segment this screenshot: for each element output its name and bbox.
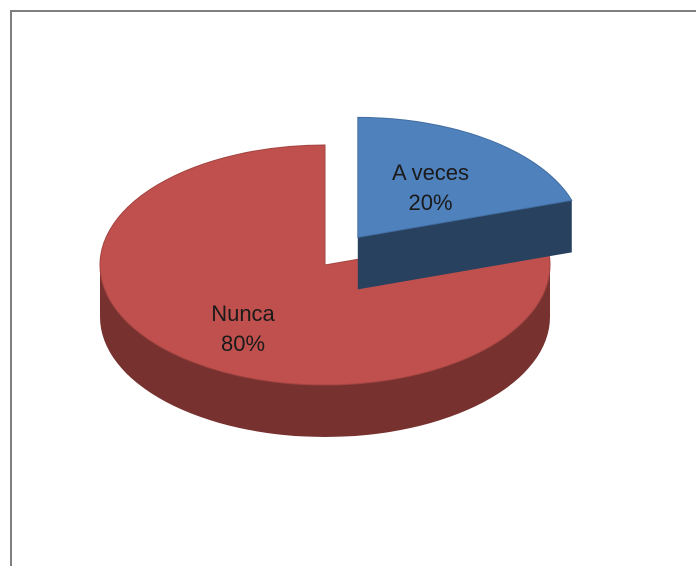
pie-slice-wall-a-veces bbox=[357, 200, 572, 290]
pie-slice-a-veces bbox=[357, 116, 573, 239]
slice-label-nunca: Nunca bbox=[211, 301, 275, 326]
pie-slice-nunca bbox=[99, 144, 551, 386]
slice-percent-nunca: 80% bbox=[221, 331, 265, 356]
pie-slice-side-nunca bbox=[100, 265, 550, 437]
slice-label-a-veces: A veces bbox=[392, 160, 469, 185]
slice-percent-a-veces: 20% bbox=[409, 190, 453, 215]
